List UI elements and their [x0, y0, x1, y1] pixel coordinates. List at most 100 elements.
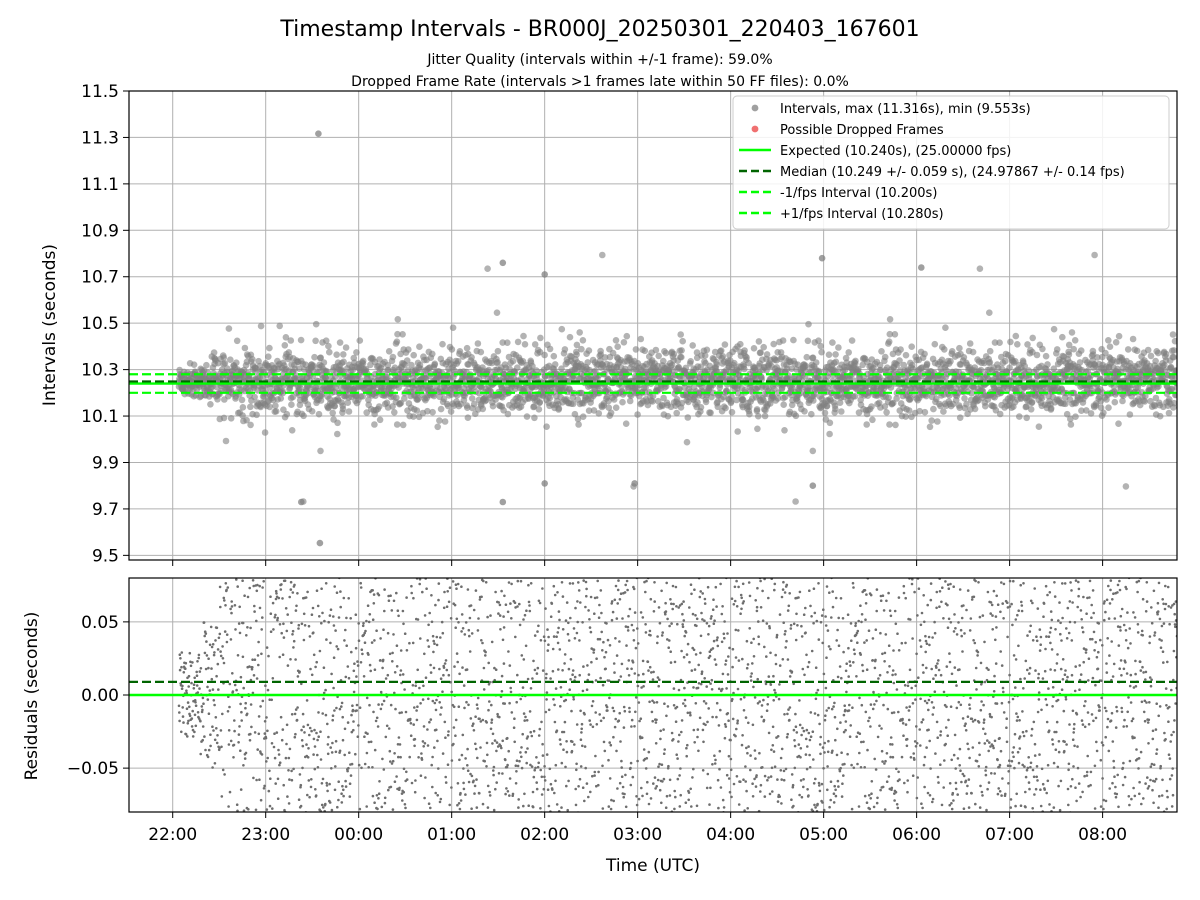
residual-point — [544, 676, 548, 680]
residual-point — [518, 602, 521, 606]
residual-point — [228, 705, 231, 709]
residual-point — [209, 744, 212, 748]
interval-point — [770, 340, 777, 348]
interval-point — [818, 348, 825, 356]
residual-point — [229, 739, 233, 743]
interval-point — [897, 346, 904, 353]
residual-point — [368, 663, 372, 667]
residual-point — [543, 775, 546, 779]
residual-point — [354, 752, 357, 756]
residual-point — [492, 765, 496, 769]
residual-point — [521, 732, 524, 736]
residual-point — [222, 596, 226, 600]
residual-point — [273, 616, 277, 619]
residual-point — [567, 779, 570, 783]
residual-point — [387, 727, 391, 730]
residual-point — [237, 622, 241, 625]
interval-point — [333, 351, 341, 359]
residual-point — [371, 766, 374, 769]
residual-point — [454, 718, 458, 722]
interval-point — [1129, 335, 1137, 343]
residual-point — [558, 618, 561, 622]
residual-point — [355, 675, 358, 678]
residual-point — [254, 808, 258, 812]
residual-point — [503, 702, 507, 705]
legend-item: Possible Dropped Frames — [751, 123, 944, 138]
residual-point — [487, 683, 491, 686]
residual-point — [181, 684, 184, 688]
interval-point — [249, 355, 256, 363]
residual-point — [193, 713, 197, 717]
residual-point — [558, 648, 562, 651]
residual-point — [343, 753, 347, 757]
residual-point — [559, 686, 563, 689]
residual-point — [327, 620, 331, 624]
residual-point — [219, 729, 223, 732]
residual-point — [550, 602, 554, 605]
residual-point — [437, 767, 440, 770]
residual-point — [444, 781, 448, 784]
residual-point — [365, 619, 368, 623]
residual-point — [313, 745, 317, 748]
residual-point — [278, 763, 281, 767]
residual-point — [558, 738, 562, 741]
residual-point — [553, 720, 557, 724]
interval-point — [546, 345, 554, 353]
residual-point — [404, 710, 408, 714]
residual-point — [429, 663, 432, 667]
legend-label: Median (10.249 +/- 0.059 s), (24.97867 +… — [780, 165, 1125, 180]
residual-point — [276, 618, 279, 622]
residual-point — [389, 760, 392, 763]
residual-point — [184, 661, 188, 665]
interval-point — [297, 336, 305, 344]
interval-point — [737, 340, 744, 348]
residual-point — [178, 719, 181, 723]
residual-point — [233, 604, 237, 607]
residual-point — [308, 635, 312, 638]
interval-point — [941, 346, 948, 353]
residual-point — [249, 626, 252, 630]
residual-point — [280, 631, 284, 635]
residual-point — [188, 705, 191, 709]
residual-point — [379, 659, 382, 662]
residual-point — [311, 606, 315, 610]
residual-point — [421, 698, 425, 701]
residual-point — [369, 740, 373, 744]
residual-point — [336, 805, 339, 809]
interval-point — [697, 404, 705, 411]
residual-point — [497, 601, 501, 604]
intervals-y-axis-label: Intervals (seconds) — [40, 244, 60, 406]
interval-point — [780, 401, 787, 409]
interval-point — [210, 349, 218, 356]
residual-point — [480, 595, 483, 599]
interval-point — [808, 410, 815, 418]
interval-point — [464, 404, 471, 412]
residual-point — [275, 592, 278, 595]
interval-point — [571, 410, 579, 418]
interval-point — [676, 385, 683, 393]
residual-point — [380, 703, 384, 706]
interval-point — [788, 401, 796, 409]
residual-point — [294, 658, 297, 661]
interval-point — [601, 354, 609, 361]
residual-point — [416, 618, 420, 621]
interval-point — [476, 390, 483, 397]
residual-point — [553, 703, 556, 707]
residual-point — [240, 719, 243, 722]
interval-point — [389, 353, 397, 361]
interval-point — [365, 396, 372, 404]
residual-point — [474, 589, 478, 592]
interval-point — [225, 325, 233, 332]
interval-point — [1154, 349, 1162, 357]
residual-point — [248, 665, 251, 668]
residual-point — [498, 603, 502, 607]
residual-point — [284, 607, 288, 610]
residual-point — [544, 607, 547, 610]
residual-point — [203, 651, 207, 655]
residual-point — [293, 583, 296, 587]
residual-point — [251, 666, 254, 669]
residual-point — [472, 779, 475, 783]
interval-point — [312, 337, 319, 345]
residual-point — [492, 773, 495, 777]
residual-point — [419, 702, 422, 705]
